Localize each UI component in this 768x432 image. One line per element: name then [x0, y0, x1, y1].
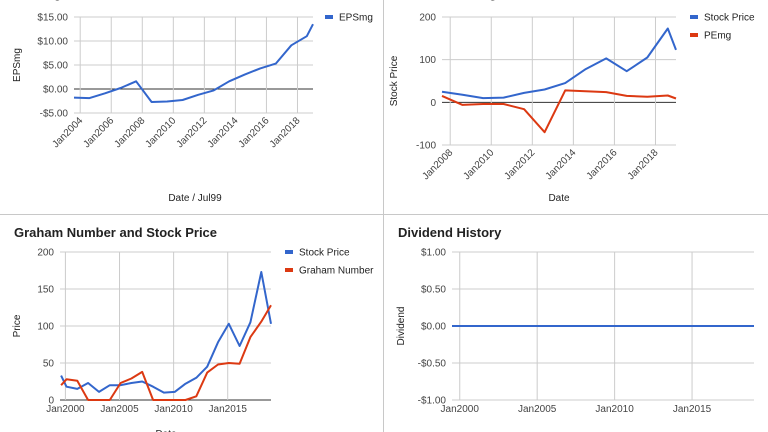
eps-chart-panel: EPSmg -$5.00 $0.00 $5.00 $10.00 $15.00 Jan2004… — [0, 0, 383, 214]
series-line-epsmg — [73, 23, 314, 103]
y-tick-label: -$1.00 — [418, 396, 447, 407]
y-tick-label: $0.50 — [421, 285, 446, 296]
y-tick-label: -$5.00 — [40, 109, 69, 120]
x-tick-label: Jan2014 — [206, 115, 241, 150]
x-tick-label: Jan2018 — [626, 147, 661, 182]
x-tick-label: Jan2008 — [420, 147, 455, 182]
y-tick-label: $0.00 — [43, 85, 68, 96]
dividend-chart-panel: Dividend History -$1.00 -$0.50 $0.00 $0.50 $1… — [384, 215, 768, 432]
y-tick-label: $0.00 — [421, 322, 446, 333]
y-tick-label: 150 — [37, 285, 54, 296]
y-tick-label: 100 — [37, 322, 54, 333]
x-tick-label: Jan2005 — [518, 404, 557, 415]
series-line-stock-price — [441, 27, 677, 100]
legend-swatch — [285, 250, 293, 254]
y-tick-label: $10.00 — [37, 37, 68, 48]
series-line-graham-number — [60, 304, 272, 401]
x-tick-label: Jan2000 — [441, 404, 480, 415]
graham-chart-panel: Graham Number and Stock Price 0 50 100 150 20… — [0, 215, 383, 432]
y-tick-label: 200 — [419, 13, 436, 24]
horizontal-divider — [0, 214, 768, 215]
eps-chart: EPSmg -$5.00 $0.00 $5.00 $10.00 $15.00 Jan2004… — [12, 0, 373, 204]
chart-title: Price and PEmg — [398, 0, 497, 1]
graham-chart: Graham Number and Stock Price 0 50 100 150 20… — [12, 225, 374, 432]
y-tick-label: $15.00 — [37, 13, 68, 24]
price-pe-chart-panel: Price and PEmg-1000100200Jan2008Jan2010J… — [384, 0, 768, 214]
x-axis-label: Date — [155, 429, 177, 432]
legend-label: Graham Number — [299, 266, 374, 277]
x-tick-label: Jan2012 — [503, 147, 538, 182]
x-tick-label: Jan2016 — [585, 147, 620, 182]
y-tick-label: 200 — [37, 248, 54, 259]
y-tick-label: 50 — [43, 359, 55, 370]
x-axis-label: Date / Jul99 — [168, 193, 222, 204]
x-tick-label: Jan2015 — [209, 404, 248, 415]
y-axis-label: Price — [12, 314, 23, 337]
x-tick-label: Jan2014 — [544, 147, 579, 182]
y-tick-label: $1.00 — [421, 248, 446, 259]
x-tick-label: Jan2010 — [144, 115, 179, 150]
dividend-chart: Dividend History -$1.00 -$0.50 $0.00 $0.50 $1… — [396, 225, 754, 415]
y-tick-label: 100 — [419, 55, 436, 66]
y-tick-label: -100 — [416, 141, 436, 152]
x-tick-label: Jan2015 — [673, 404, 712, 415]
y-tick-label: 0 — [430, 98, 436, 109]
x-tick-label: Jan2006 — [81, 115, 116, 150]
x-tick-label: Jan2012 — [175, 115, 210, 150]
x-tick-label: Jan2010 — [154, 404, 193, 415]
chart-title: Graham Number and Stock Price — [14, 225, 217, 240]
y-axis-label: Stock Price — [389, 55, 400, 106]
series-line-pemg — [441, 89, 677, 134]
x-tick-label: Jan2010 — [461, 147, 496, 182]
chart-title: Dividend History — [398, 225, 502, 240]
y-axis-label: EPSmg — [12, 48, 23, 82]
y-tick-label: -$0.50 — [418, 359, 447, 370]
series-line-stock-price — [60, 271, 272, 394]
legend-label: Stock Price — [704, 13, 755, 24]
legend-swatch — [325, 15, 333, 19]
legend-swatch — [285, 268, 293, 272]
y-tick-label: $5.00 — [43, 61, 68, 72]
x-tick-label: Jan2000 — [46, 404, 85, 415]
y-axis-label: Dividend — [396, 307, 407, 346]
x-tick-label: Jan2004 — [50, 115, 85, 150]
legend-label: Stock Price — [299, 248, 350, 259]
vertical-divider — [383, 0, 384, 432]
x-tick-label: Jan2008 — [112, 115, 147, 150]
legend-swatch — [690, 33, 698, 37]
x-tick-label: Jan2005 — [100, 404, 139, 415]
price-pe-chart: Price and PEmg-1000100200Jan2008Jan2010J… — [389, 0, 755, 204]
x-tick-label: Jan2010 — [595, 404, 634, 415]
legend-swatch — [690, 15, 698, 19]
x-tick-label: Jan2018 — [268, 115, 303, 150]
x-tick-label: Jan2016 — [237, 115, 272, 150]
y-tick-label: 0 — [48, 396, 54, 407]
legend-label: EPSmg — [339, 13, 373, 24]
legend-label: PEmg — [704, 31, 731, 42]
chart-title: EPSmg — [16, 0, 62, 1]
x-axis-label: Date — [548, 193, 570, 204]
